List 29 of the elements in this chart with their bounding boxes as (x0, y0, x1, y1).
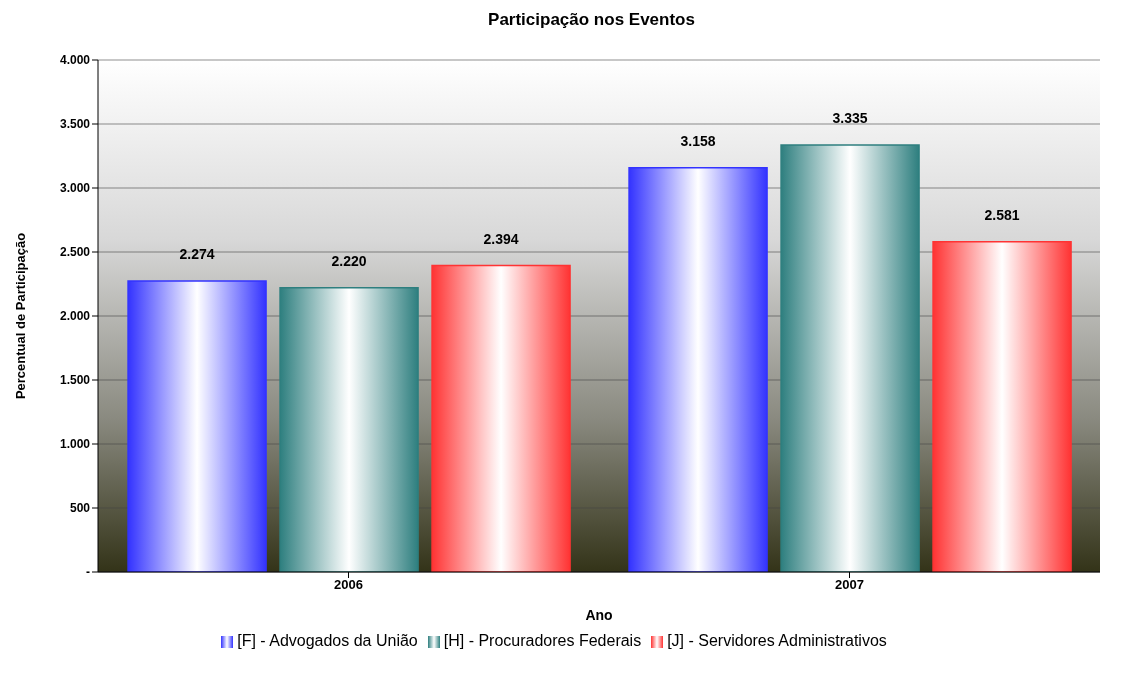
bar (279, 287, 419, 572)
y-tick-label: 2.500 (59, 245, 91, 260)
y-tick-label: 1.500 (59, 373, 91, 388)
bar (780, 144, 920, 572)
bar (932, 240, 1072, 572)
bar (127, 280, 267, 572)
bar (628, 167, 768, 572)
data-label: 2.581 (984, 206, 1020, 223)
y-tick-label: - (86, 565, 90, 580)
y-tick-label: 4.000 (59, 53, 91, 68)
y-tick-label: 1.000 (59, 437, 91, 452)
y-axis-title: Percentual de Participação (12, 232, 28, 400)
x-tick-label: 2006 (334, 577, 363, 593)
data-label: 2.220 (331, 252, 367, 269)
y-tick-label: 500 (69, 501, 91, 516)
y-tick-label: 2.000 (59, 309, 91, 324)
y-tick-label: 3.500 (59, 117, 91, 132)
chart-title: Participação nos Eventos (487, 10, 696, 30)
legend-label: [J] - Servidores Administrativos (667, 632, 887, 649)
bar (431, 264, 571, 572)
data-label: 3.158 (680, 132, 716, 149)
data-label: 2.394 (483, 230, 519, 247)
data-label: 2.274 (179, 245, 215, 262)
legend-label: [H] - Procuradores Federais (443, 632, 642, 649)
y-tick-label: 3.000 (59, 181, 91, 196)
data-label: 3.335 (832, 110, 868, 127)
legend-label: [F] - Advogados da União (237, 632, 418, 649)
x-axis-title: Ano (585, 607, 613, 623)
x-tick-label: 2007 (835, 577, 864, 593)
